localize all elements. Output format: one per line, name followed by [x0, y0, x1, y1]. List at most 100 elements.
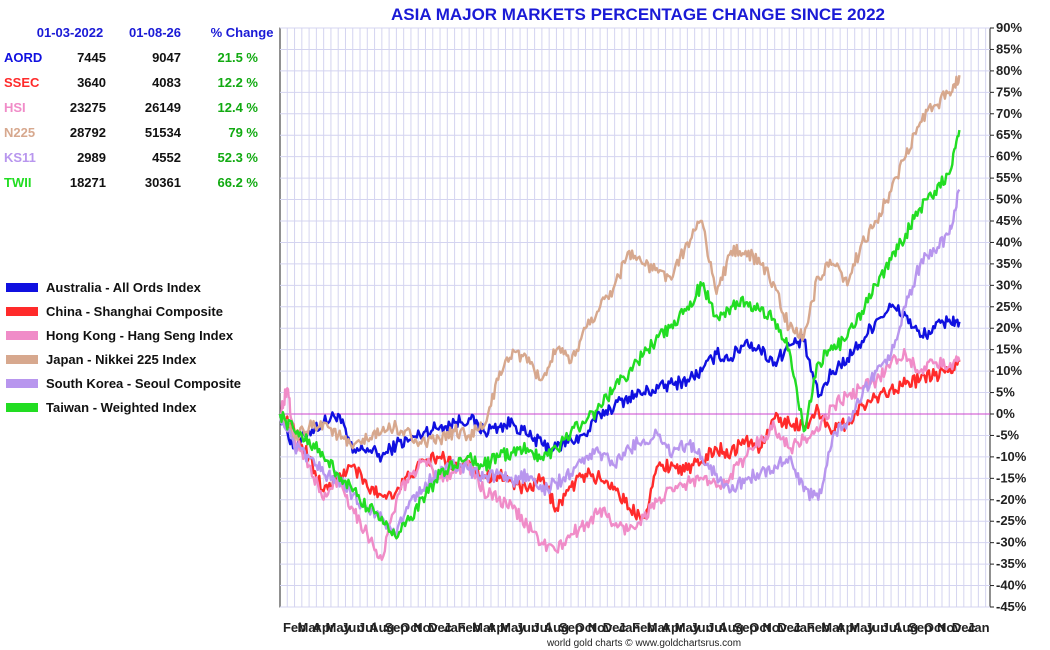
x-tick-label: Nov [588, 620, 613, 635]
legend-label: Hong Kong - Hang Seng Index [46, 328, 234, 343]
x-tick-label: May [849, 620, 875, 635]
x-tick-label: Feb [632, 620, 655, 635]
x-tick-label: Dec [603, 620, 627, 635]
x-tick-label: Apr [836, 620, 858, 635]
series-line-2 [278, 348, 961, 561]
y-tick-label: -25% [996, 513, 1027, 528]
table-start: 18271 [70, 175, 106, 190]
y-tick-label: 0% [996, 406, 1015, 421]
y-tick-label: -20% [996, 492, 1027, 507]
x-tick-label: Jul [882, 620, 901, 635]
table-end: 30361 [145, 175, 181, 190]
x-tick-label: Jul [358, 620, 377, 635]
y-axis: 90% 85% 80% 75% 70% 65% 60% 55% 50% 45% 40% 35% 30% 2… [990, 20, 1027, 614]
table-end: 4083 [152, 75, 181, 90]
x-tick-label: Aug [369, 620, 394, 635]
x-tick-label: Jun [690, 620, 713, 635]
x-tick-label: Feb [283, 620, 306, 635]
x-tick-label: Mar [472, 620, 495, 635]
table-code: KS11 [4, 150, 36, 165]
x-tick-label: Jun [341, 620, 364, 635]
legend-swatch [6, 331, 38, 340]
series-line-3 [278, 75, 961, 450]
y-tick-label: -40% [996, 578, 1027, 593]
series-lines [278, 75, 961, 561]
x-tick-label: Oct [400, 620, 422, 635]
y-tick-label: 15% [996, 342, 1022, 357]
legend-swatch [6, 403, 38, 412]
x-tick-label: Sep [734, 620, 758, 635]
x-tick-label: Jul [707, 620, 726, 635]
y-tick-label: 45% [996, 213, 1022, 228]
table-end: 51534 [145, 125, 182, 140]
x-tick-label: Jun [516, 620, 539, 635]
legend-swatch [6, 355, 38, 364]
x-tick-label: Dec [952, 620, 976, 635]
x-tick-label: Mar [298, 620, 321, 635]
table-start: 3640 [77, 75, 106, 90]
table-start: 7445 [77, 50, 106, 65]
table-change: 66.2 % [218, 175, 259, 190]
y-tick-label: 80% [996, 63, 1022, 78]
y-tick-label: 60% [996, 149, 1022, 164]
x-axis: FebMarAprMayJunJulAugSepOctNovDecJanFebM… [283, 620, 990, 635]
table-end: 9047 [152, 50, 181, 65]
table-start: 28792 [70, 125, 106, 140]
table-code: AORD [4, 50, 42, 65]
legend-swatch [6, 307, 38, 316]
legend-label: Taiwan - Weighted Index [46, 400, 197, 415]
table-change: 12.2 % [218, 75, 259, 90]
y-tick-label: -15% [996, 470, 1027, 485]
x-tick-label: Apr [487, 620, 509, 635]
legend-swatch [6, 283, 38, 292]
y-tick-label: -5% [996, 427, 1020, 442]
y-tick-label: 35% [996, 256, 1022, 271]
change-table: 01-03-2022 01-08-26 % Change AORD 7445 9047 21… [4, 25, 273, 190]
x-tick-label: Mar [647, 620, 670, 635]
table-start: 2989 [77, 150, 106, 165]
legend-label: South Korea - Seoul Composite [46, 376, 241, 391]
x-tick-label: Dec [428, 620, 452, 635]
y-tick-label: 25% [996, 299, 1022, 314]
chart-title: ASIA MAJOR MARKETS PERCENTAGE CHANGE SIN… [391, 5, 885, 24]
y-tick-label: 50% [996, 192, 1022, 207]
series-line-5 [278, 129, 961, 540]
x-tick-label: Sep [559, 620, 583, 635]
x-tick-label: Oct [924, 620, 946, 635]
x-tick-label: Apr [312, 620, 334, 635]
y-tick-label: 70% [996, 106, 1022, 121]
table-header: 01-03-2022 [37, 25, 104, 40]
x-tick-label: Nov [937, 620, 962, 635]
table-end: 4552 [152, 150, 181, 165]
y-tick-label: -10% [996, 449, 1027, 464]
table-change: 12.4 % [218, 100, 259, 115]
y-tick-label: 30% [996, 277, 1022, 292]
x-tick-label: Mar [821, 620, 844, 635]
x-tick-label: Dec [777, 620, 801, 635]
y-tick-label: 75% [996, 84, 1022, 99]
legend-swatch [6, 379, 38, 388]
chart-credit: world gold charts © www.goldchartsrus.co… [546, 638, 741, 649]
table-change: 21.5 % [218, 50, 259, 65]
x-tick-label: Oct [749, 620, 771, 635]
series-line-0 [278, 302, 961, 463]
table-code: TWII [4, 175, 31, 190]
table-end: 26149 [145, 100, 181, 115]
table-code: N225 [4, 125, 35, 140]
legend: Australia - All Ords Index China - Shangh… [6, 280, 241, 415]
x-tick-label: Feb [807, 620, 830, 635]
x-tick-label: Nov [413, 620, 438, 635]
y-tick-label: 40% [996, 234, 1022, 249]
x-tick-label: Jan [967, 620, 989, 635]
x-tick-label: Oct [575, 620, 597, 635]
x-tick-label: Jan [618, 620, 640, 635]
table-change: 52.3 % [218, 150, 259, 165]
x-tick-label: Aug [893, 620, 918, 635]
x-tick-label: Jan [793, 620, 815, 635]
y-tick-label: -35% [996, 556, 1027, 571]
x-tick-label: Jun [865, 620, 888, 635]
x-tick-label: Apr [662, 620, 684, 635]
table-start: 23275 [70, 100, 106, 115]
table-code: HSI [4, 100, 26, 115]
